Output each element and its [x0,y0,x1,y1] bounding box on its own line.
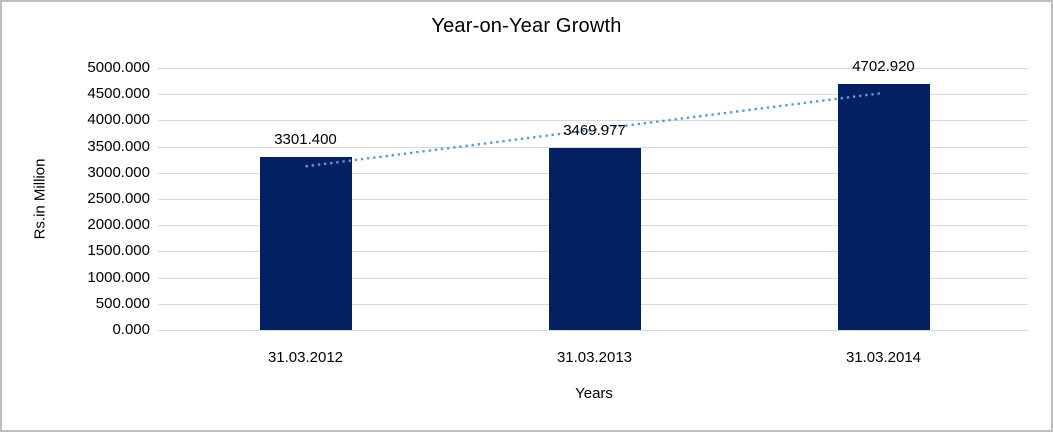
gridline [158,120,1028,122]
y-axis-tick-label: 1500.000 [87,242,150,260]
y-axis-tick-label: 4500.000 [87,85,150,103]
data-label: 3469.977 [563,122,626,140]
data-label: 4702.920 [852,57,915,75]
gridline [158,330,1028,331]
trendline [305,91,884,168]
y-axis-tick-label: 3000.000 [87,163,150,181]
gridline [158,146,1028,148]
y-axis-tick-label: 1000.000 [87,268,150,286]
y-axis-tick-label: 0.000 [112,321,150,338]
bar-31.03.2014 [837,83,930,330]
trendline-dotted [305,91,884,168]
bar-31.03.2012 [259,157,352,330]
y-axis-tick-label: 4000.000 [87,111,150,129]
y-axis-tick-label: 5000.000 [87,59,150,76]
y-axis-tick-label: 500.000 [95,294,150,312]
y-axis-tick-label: 3500.000 [87,137,150,155]
data-label: 3301.400 [274,131,337,148]
x-axis-tick-label: 31.03.2013 [556,349,633,366]
x-axis-title: Years [575,385,613,402]
gridline [158,94,1028,96]
gridline [158,68,1028,69]
bar-31.03.2013 [548,148,641,330]
y-axis-tick-label: 2500.000 [87,190,150,207]
chart-title: Year-on-Year Growth [431,15,622,37]
x-axis-tick-label: 31.03.2012 [267,349,344,366]
y-axis-tick-label: 2000.000 [87,216,150,234]
x-axis-tick-label: 31.03.2014 [845,349,922,366]
